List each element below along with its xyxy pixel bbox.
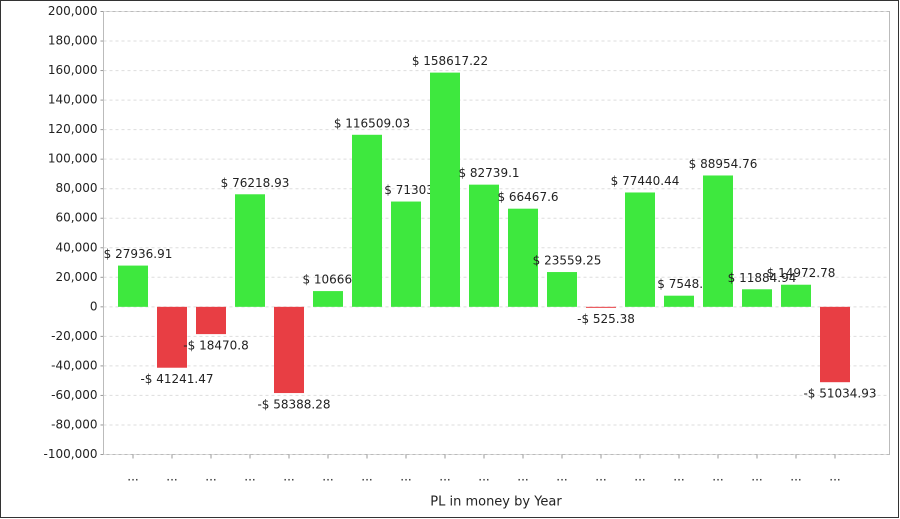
x-tick-label: ...	[283, 470, 294, 484]
bar	[157, 306, 187, 368]
y-tick-label: -60,000	[51, 388, 97, 402]
value-label: $ 82739.1	[458, 166, 519, 180]
y-tick-label: 20,000	[56, 270, 98, 284]
x-tick-label: ...	[556, 470, 567, 484]
x-tick-label: ...	[166, 470, 177, 484]
x-tick-label: ...	[673, 470, 684, 484]
bar	[352, 134, 382, 307]
value-label: -$ 525.38	[577, 312, 635, 326]
y-tick-label: 100,000	[48, 152, 98, 166]
x-tick-label: ...	[634, 470, 645, 484]
value-label: $ 116509.03	[334, 116, 410, 130]
value-label: $ 158617.22	[412, 54, 488, 68]
x-tick-label: ...	[595, 470, 606, 484]
value-label: $ 10666.4	[302, 273, 363, 287]
value-label: -$ 41241.47	[140, 372, 213, 386]
y-tick-label: 80,000	[56, 181, 98, 195]
value-label: -$ 18470.8	[183, 339, 248, 353]
y-tick-label: 60,000	[56, 211, 98, 225]
y-tick-label: 40,000	[56, 240, 98, 254]
value-label: $ 77440.44	[611, 174, 680, 188]
value-label: -$ 58388.28	[257, 398, 330, 412]
value-label: $ 66467.6	[497, 190, 558, 204]
y-tick-label: -80,000	[51, 417, 97, 431]
bar	[547, 272, 577, 307]
y-tick-label: 180,000	[48, 34, 98, 48]
value-label: $ 23559.25	[533, 254, 602, 268]
x-tick-label: ...	[517, 470, 528, 484]
bar	[820, 306, 850, 383]
value-label: $ 76218.93	[221, 176, 290, 190]
bar	[703, 175, 733, 307]
x-tick-label: ...	[790, 470, 801, 484]
value-label: $ 11884.94	[728, 271, 797, 285]
x-tick-label: ...	[829, 470, 840, 484]
y-tick-label: 160,000	[48, 63, 98, 77]
bar	[235, 194, 265, 307]
x-axis-title: PL in money by Year	[430, 495, 562, 510]
x-tick-label: ...	[361, 470, 372, 484]
bar	[508, 208, 538, 307]
x-tick-label: ...	[127, 470, 138, 484]
value-label: $ 27936.91	[104, 247, 173, 261]
bar	[664, 295, 694, 307]
value-label: $ 7548.2	[657, 277, 710, 291]
y-tick-label: -100,000	[44, 447, 98, 461]
x-tick-label: ...	[712, 470, 723, 484]
y-tick-label: -20,000	[51, 329, 97, 343]
x-tick-label: ...	[205, 470, 216, 484]
bar	[118, 265, 148, 307]
bar	[625, 192, 655, 307]
x-tick-label: ...	[400, 470, 411, 484]
bar	[313, 291, 343, 307]
bar	[274, 306, 304, 394]
y-tick-label: 0	[90, 299, 98, 313]
y-tick-label: 140,000	[48, 93, 98, 107]
x-tick-label: ...	[322, 470, 333, 484]
bar	[391, 201, 421, 307]
bar	[430, 72, 460, 307]
bar	[742, 289, 772, 307]
bar	[469, 184, 499, 307]
bar	[196, 306, 226, 335]
value-label: $ 88954.76	[689, 157, 758, 171]
x-tick-label: ...	[478, 470, 489, 484]
x-tick-label: ...	[751, 470, 762, 484]
y-tick-label: 120,000	[48, 122, 98, 136]
bar	[781, 284, 811, 307]
value-label: $ 71303.	[384, 183, 437, 197]
y-tick-label: 200,000	[48, 4, 98, 18]
x-tick-label: ...	[244, 470, 255, 484]
y-tick-label: -40,000	[51, 358, 97, 372]
value-label: -$ 51034.93	[803, 387, 876, 401]
bar	[586, 306, 616, 308]
x-tick-label: ...	[439, 470, 450, 484]
value-label: $ 14972.78	[767, 266, 836, 280]
